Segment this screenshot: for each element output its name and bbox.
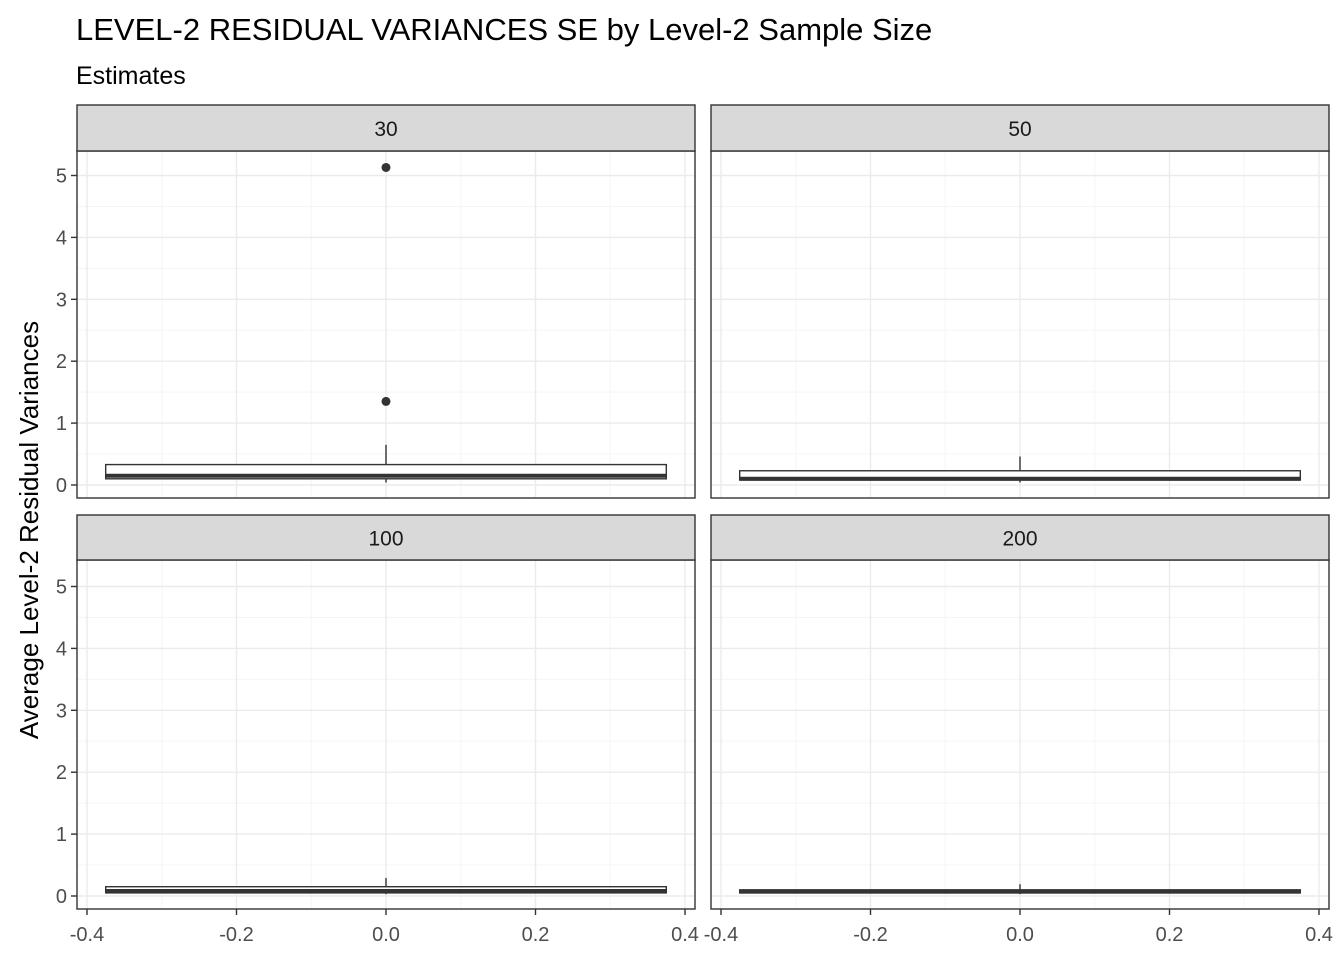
facet-strip-label: 30 — [374, 118, 397, 141]
y-tick-label: 5 — [56, 577, 67, 599]
y-tick-label: 3 — [56, 289, 67, 311]
y-tick-label: 1 — [56, 413, 67, 435]
y-tick-label: 1 — [56, 824, 67, 846]
y-tick-label: 2 — [56, 351, 67, 373]
y-axis-label: Average Level-2 Residual Variances — [14, 321, 44, 739]
outlier-point — [381, 396, 391, 406]
x-tick-label: -0.4 — [704, 924, 738, 946]
facet-panel-200: 200 -0.4 -0.2 0.0 0.2 0.4 — [704, 514, 1333, 946]
x-tick-label: -0.4 — [70, 924, 104, 946]
y-tick-label: 2 — [56, 762, 67, 784]
y-tick-label: 3 — [56, 700, 67, 722]
facet-panel-50: 50 — [710, 104, 1330, 499]
x-tick-label: 0.0 — [1006, 924, 1034, 946]
facet-strip-label: 200 — [1002, 528, 1037, 551]
x-tick-label: -0.2 — [219, 924, 253, 946]
x-tick-label: 0.4 — [1305, 924, 1333, 946]
facet-panel-30: 30 0 1 2 3 4 5 — [56, 104, 696, 499]
y-tick-label: 4 — [56, 227, 67, 249]
chart-subtitle: Estimates — [76, 62, 186, 90]
y-tick-label: 5 — [56, 166, 67, 188]
facet-strip-label: 50 — [1008, 118, 1031, 141]
x-tick-label: -0.2 — [853, 924, 887, 946]
chart-title: LEVEL-2 RESIDUAL VARIANCES SE by Level-2… — [76, 12, 932, 47]
y-tick-label: 4 — [56, 638, 67, 660]
facet-strip — [710, 514, 1330, 561]
x-tick-label: 0.4 — [671, 924, 699, 946]
facet-panel-100: 100 0 1 2 3 4 5 -0.4 -0.2 0.0 0.2 0.4 — [56, 514, 699, 946]
outlier-point — [381, 162, 391, 172]
facet-strip — [710, 104, 1330, 152]
x-tick-label: 0.2 — [522, 924, 550, 946]
x-tick-label: 0.2 — [1156, 924, 1184, 946]
facets-layer: 30 0 1 2 3 4 5 50 100 0 1 2 3 4 5 -0.4 -0.2 0.0 0.2 0.4 200 -… — [56, 104, 1333, 946]
facet-strip — [76, 104, 696, 152]
y-tick-label: 0 — [56, 475, 67, 497]
facet-strip-label: 100 — [368, 528, 403, 551]
facet-strip — [76, 514, 696, 561]
y-tick-label: 0 — [56, 886, 67, 908]
x-tick-label: 0.0 — [372, 924, 400, 946]
